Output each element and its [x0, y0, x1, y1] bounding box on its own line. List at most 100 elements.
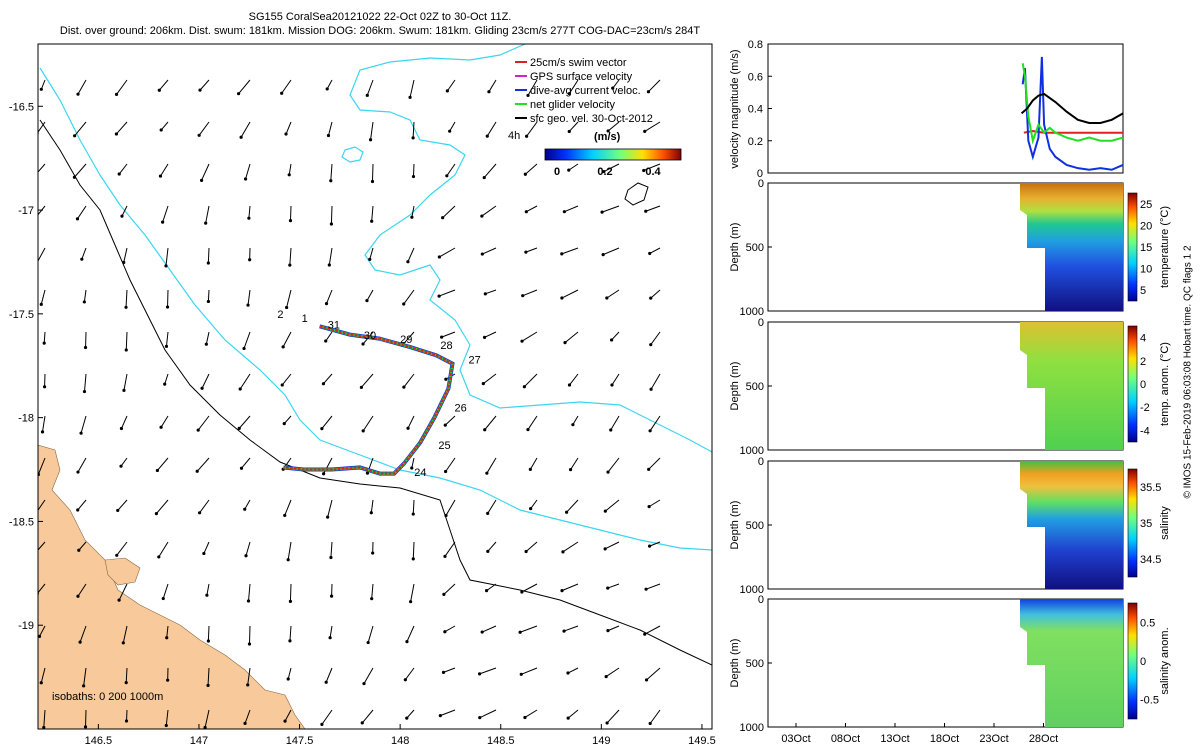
- depth-tick-label: 1000: [740, 722, 764, 734]
- geo-vector-head: [164, 723, 168, 728]
- geo-vector-head: [648, 721, 652, 726]
- geo-vector-head: [606, 586, 610, 590]
- depth-tick-label: 0: [758, 456, 764, 468]
- geo-vector: [288, 163, 292, 175]
- geo-vector: [567, 667, 579, 674]
- geo-vector: [125, 331, 128, 350]
- map-axes: 146.5 147 147.5 148 148.5 149 149.5 -16.5 -17 -17…: [9, 101, 716, 747]
- geo-vector-head: [444, 513, 448, 518]
- cb-tick-label: 35.5: [1140, 482, 1161, 494]
- geo-vector-head: [406, 260, 410, 264]
- vel-ytick-label: 0.4: [748, 104, 763, 116]
- geo-vector-head: [120, 214, 124, 218]
- depth-ylabel: Depth (m): [729, 501, 741, 550]
- geo-vector-head: [114, 92, 119, 96]
- geo-vector-head: [205, 593, 209, 597]
- geo-vector-head: [411, 136, 415, 140]
- geo-vector: [118, 583, 128, 601]
- geo-vector: [43, 709, 46, 728]
- geo-vector: [205, 205, 210, 224]
- geo-vector-head: [525, 134, 529, 138]
- map-ytick-label: -16.5: [9, 101, 34, 113]
- geo-vector: [607, 121, 620, 132]
- geo-vector: [121, 205, 128, 217]
- geo-vector-head: [161, 596, 165, 601]
- day-label: 31: [328, 319, 340, 331]
- geo-vector-head: [562, 629, 566, 633]
- geo-vector: [525, 163, 538, 175]
- day-label: 2: [277, 309, 283, 321]
- geo-vector-head: [322, 472, 326, 476]
- geo-vector: [442, 205, 456, 219]
- geo-vector: [38, 499, 46, 511]
- contour-200m-outer: [349, 44, 712, 453]
- geo-vector: [602, 247, 620, 256]
- geo-vector-head: [76, 92, 80, 96]
- geo-vector: [122, 625, 128, 643]
- vel-ytick-label: 0.2: [748, 136, 763, 148]
- geo-vector: [120, 415, 128, 429]
- geo-vector: [648, 499, 661, 508]
- speed-colorbar: [544, 148, 682, 161]
- day-label: 27: [469, 355, 481, 367]
- cb-label: temp. anom. (°C): [1159, 342, 1171, 426]
- geo-vector: [284, 709, 292, 722]
- geo-vector: [525, 541, 538, 552]
- geo-vector: [370, 499, 374, 513]
- geo-vector-head: [33, 552, 36, 555]
- geo-vector: [648, 457, 661, 470]
- geo-vector-head: [480, 214, 484, 218]
- geo-vector-head: [42, 385, 47, 389]
- geo-vector: [410, 583, 415, 602]
- cb-tick-label: 2: [1140, 356, 1146, 368]
- geo-vector-head: [561, 550, 565, 554]
- geo-vector-head: [411, 512, 415, 516]
- geo-vector: [74, 163, 87, 178]
- geo-vector: [521, 583, 538, 593]
- geo-vector-head: [329, 555, 333, 560]
- geo-vector: [207, 247, 210, 264]
- geo-vector-head: [647, 544, 652, 548]
- geo-vector-head: [370, 179, 375, 184]
- geo-vector: [607, 457, 620, 473]
- geo-vector: [486, 121, 497, 137]
- geo-vector: [650, 331, 661, 345]
- geo-vector-head: [410, 215, 414, 219]
- geo-vector-head: [444, 377, 448, 381]
- geo-vector-head: [567, 383, 572, 387]
- vel-ytick-label: 0.8: [748, 39, 763, 51]
- geo-vector-head: [82, 300, 86, 304]
- geo-vector: [521, 667, 538, 675]
- geo-vector-head: [365, 298, 369, 303]
- geo-vector-head: [324, 302, 329, 306]
- geo-vector-head: [198, 88, 202, 92]
- geo-vector-head: [649, 296, 653, 300]
- contour-1000m: [39, 119, 712, 666]
- geo-vector-head: [76, 508, 80, 512]
- geo-vector-head: [197, 511, 202, 515]
- geo-vector-head: [362, 681, 366, 686]
- geo-vector-head: [324, 339, 328, 343]
- geo-vector: [610, 415, 620, 431]
- map-legend: 25cm/s swim vector GPS surface velocity di…: [508, 57, 682, 178]
- vel-series-sfc-geo-: [1020, 92, 1124, 125]
- time-tick-label: 23Oct: [979, 733, 1008, 745]
- geo-vector: [479, 667, 497, 675]
- geo-vector-head: [115, 553, 119, 557]
- geo-vector-head: [371, 551, 375, 555]
- geo-vector: [605, 667, 620, 677]
- map-xtick-label: 146.5: [85, 735, 113, 747]
- geo-vector: [325, 667, 333, 683]
- geo-vector-head: [443, 630, 447, 634]
- cb-tick-label: 20: [1140, 220, 1152, 232]
- map-xtick-label: 148.5: [487, 735, 515, 747]
- geo-vector-head: [42, 725, 46, 729]
- geo-vector-head: [643, 129, 647, 134]
- geo-vector: [371, 163, 374, 182]
- salinity-section: [1020, 461, 1123, 589]
- geo-vector: [120, 457, 128, 467]
- geo-vector: [563, 625, 579, 632]
- island-1: [104, 557, 141, 586]
- geo-vector-head: [524, 549, 528, 554]
- geo-vector: [561, 583, 579, 592]
